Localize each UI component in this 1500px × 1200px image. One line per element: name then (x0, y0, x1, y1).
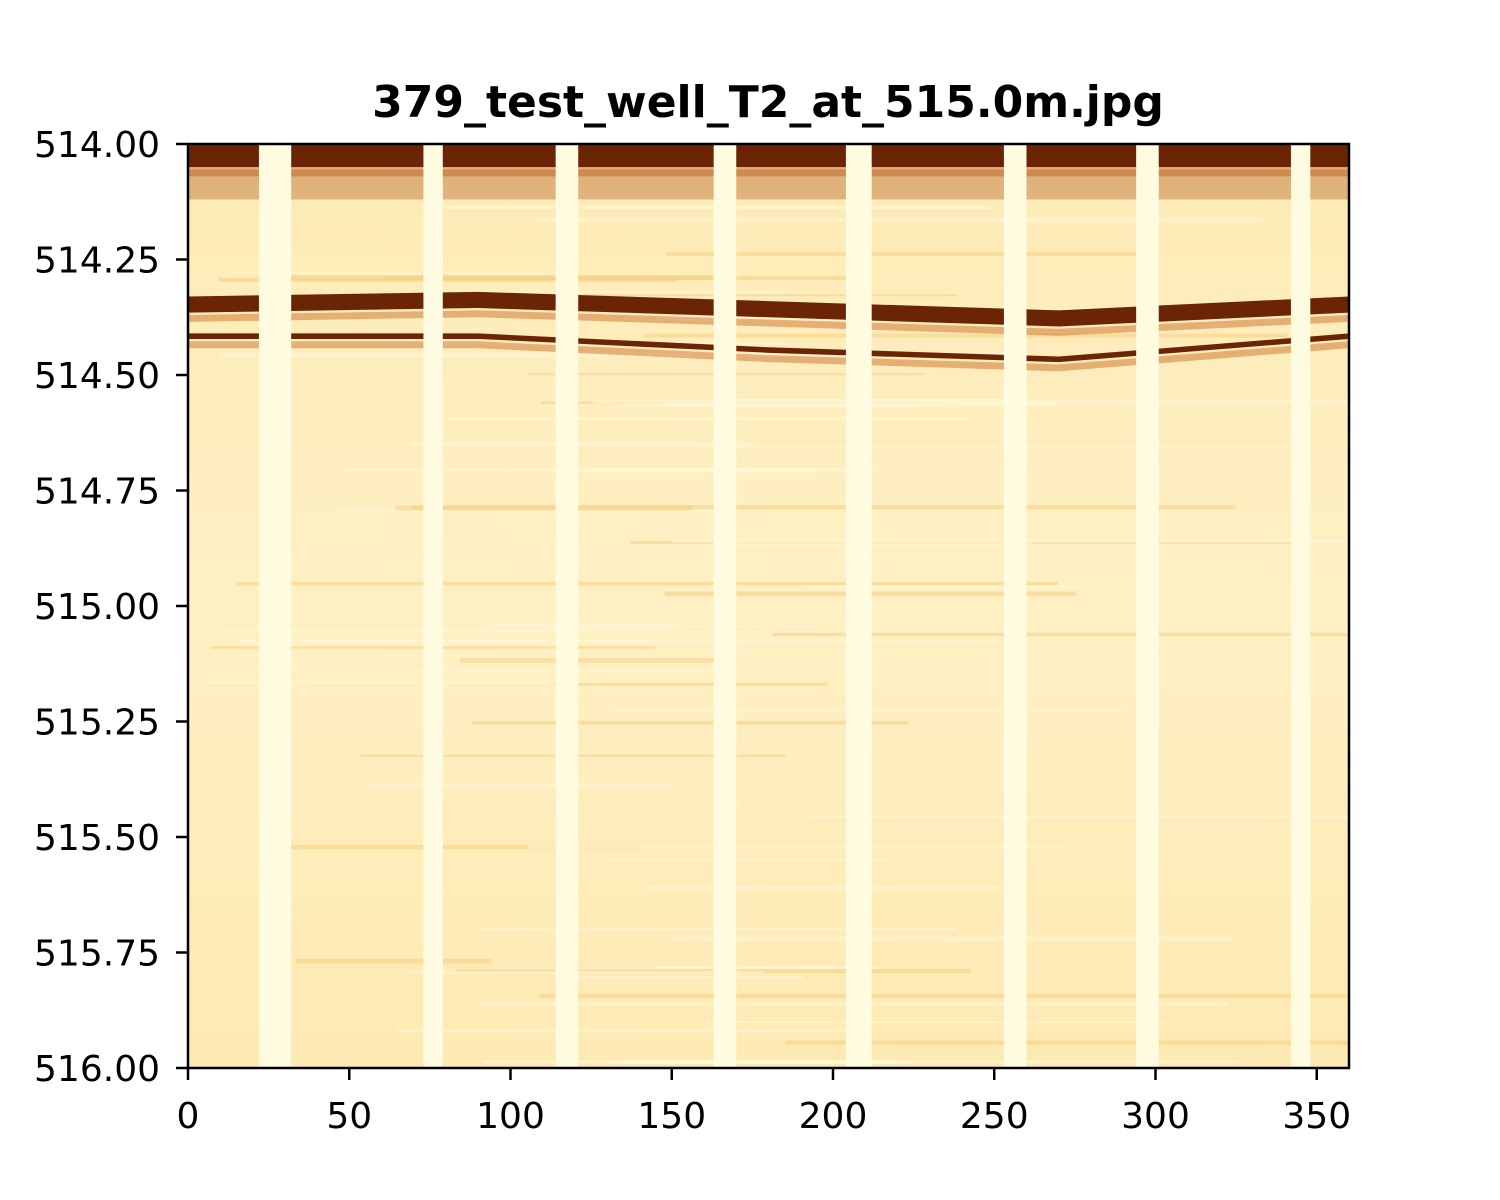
texture-streak (672, 936, 1234, 942)
texture-streak (397, 1029, 874, 1033)
texture-streak (644, 885, 1017, 890)
x-tick-label: 300 (1121, 1096, 1190, 1137)
texture-streak (369, 783, 673, 788)
y-tick-label: 515.00 (34, 587, 160, 628)
pad-layer (258, 144, 1311, 1068)
texture-streak (420, 205, 992, 209)
texture-streak (585, 468, 820, 473)
y-tick-label: 515.50 (34, 818, 160, 859)
texture-streak (528, 844, 1062, 849)
texture-streak (449, 290, 787, 294)
texture-streak (410, 441, 754, 446)
texture-streak (203, 681, 606, 685)
x-tick-label: 100 (476, 1096, 545, 1137)
y-tick-label: 514.00 (34, 125, 160, 166)
texture-streak (785, 1040, 1349, 1045)
texture-streak (593, 399, 1349, 404)
texture-streak (411, 505, 1236, 510)
dark-band-top-zone (188, 144, 1349, 168)
texture-streak (238, 639, 1000, 644)
texture-streak (336, 508, 722, 513)
y-tick-label: 515.25 (34, 703, 160, 744)
y-tick-label: 514.75 (34, 472, 160, 513)
texture-streak (459, 658, 731, 663)
chart-title: 379_test_well_T2_at_515.0m.jpg (372, 77, 1164, 128)
texture-streak (221, 628, 596, 632)
texture-streak (554, 976, 803, 979)
pad-column (555, 144, 579, 1068)
band-halo (188, 310, 1349, 336)
texture-streak (471, 720, 909, 725)
y-axis: 514.00 514.25 514.50 514.75 515.00 515.25 515.… (34, 125, 188, 1090)
y-tick-label: 514.50 (34, 356, 160, 397)
texture-streak (723, 542, 1033, 546)
pad-column (713, 144, 737, 1068)
x-tick-label: 0 (177, 1096, 200, 1137)
x-tick-label: 50 (326, 1096, 372, 1137)
texture-streak (705, 1021, 1165, 1024)
x-tick-label: 150 (637, 1096, 706, 1137)
upper-transition-zone (188, 167, 1349, 200)
band-halo (188, 169, 1349, 177)
texture-streak (804, 585, 1120, 589)
x-tick-label: 250 (960, 1096, 1029, 1137)
texture-streak (534, 217, 1264, 223)
texture-streak (236, 581, 1058, 586)
pad-column (258, 144, 292, 1068)
y-tick-label: 514.25 (34, 241, 160, 282)
texture-streak (410, 970, 764, 974)
pad-column (845, 144, 872, 1068)
texture-streak (188, 342, 785, 345)
texture-streak (609, 858, 891, 862)
texture-streak (384, 276, 858, 281)
pad-column (1136, 144, 1159, 1068)
texture-streak (612, 1059, 906, 1064)
pad-column (1290, 144, 1311, 1068)
texture-streak (644, 333, 1288, 338)
texture-streak (295, 958, 492, 964)
dark-band-band-b (188, 333, 1349, 363)
texture-streak (447, 417, 970, 421)
pad-column (423, 144, 443, 1068)
band-halo (188, 341, 1349, 372)
texture-streak (273, 844, 641, 850)
dark-band-band-a (188, 291, 1349, 327)
x-tick-label: 350 (1282, 1096, 1351, 1137)
y-tick-label: 515.75 (34, 934, 160, 975)
texture-streak (553, 682, 828, 686)
texture-streak (549, 625, 818, 629)
x-axis: 0 50 100 150 200 250 300 350 (177, 1068, 1351, 1137)
texture-streak (232, 271, 546, 275)
texture-streak (483, 622, 680, 627)
texture-streak (772, 632, 1349, 637)
texture-streak (666, 252, 1155, 256)
texture-streak (221, 668, 714, 672)
texture-streak (808, 815, 1349, 819)
texture-streak (220, 352, 1020, 358)
plot-area (188, 144, 1349, 1068)
x-tick-label: 200 (799, 1096, 868, 1137)
texture-streak (653, 965, 881, 969)
texture-streak (691, 446, 1310, 449)
pad-column (1003, 144, 1027, 1068)
y-tick-label: 516.00 (34, 1049, 160, 1090)
texture-streak (539, 993, 1349, 998)
